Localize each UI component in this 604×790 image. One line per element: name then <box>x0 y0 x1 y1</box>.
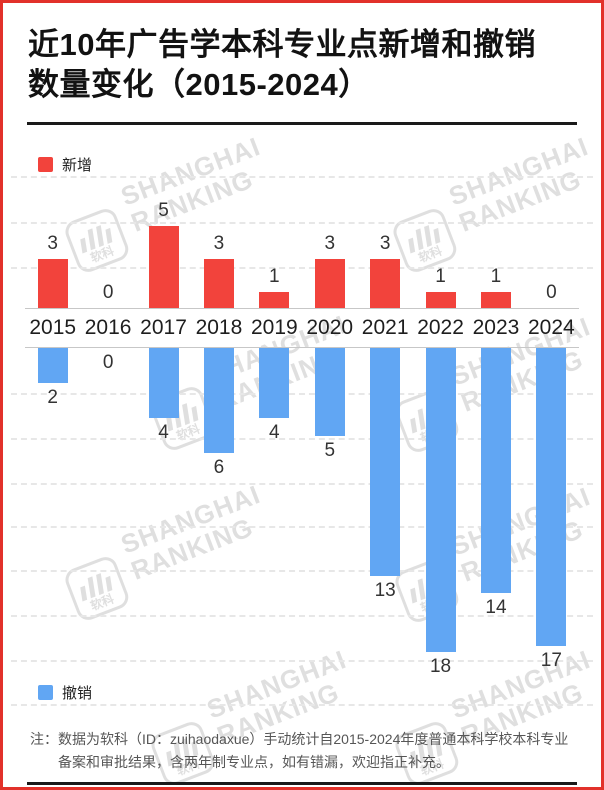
removed-value-label: 17 <box>540 649 562 671</box>
legend-added: 新增 <box>38 154 92 175</box>
removed-value-label: 6 <box>213 457 225 478</box>
diverging-bar-chart: 3 2015 2 0 2016 0 5 2017 4 3 2018 6 1 2019 4 3 2020 5 3 202… <box>25 181 580 678</box>
added-bar <box>370 258 401 308</box>
added-value-label: 3 <box>213 232 225 254</box>
year-label: 2024 <box>523 308 580 348</box>
removed-value-label: 2 <box>47 387 58 408</box>
chart-column-2018: 3 2018 6 <box>191 181 247 678</box>
added-value-label: 3 <box>379 232 391 254</box>
removed-bar <box>480 348 511 593</box>
legend-removed: 撤销 <box>38 682 92 703</box>
year-label: 2022 <box>412 308 469 348</box>
footnote: 注： 数据为软科（ID：zuihaodaxue）手动统计自2015-2024年度… <box>30 728 581 773</box>
legend-removed-label: 撤销 <box>62 685 93 702</box>
added-bar <box>259 291 290 308</box>
year-label: 2015 <box>25 308 81 348</box>
removed-value-label: 13 <box>374 579 396 601</box>
chart-column-2020: 3 2020 5 <box>302 181 358 678</box>
bottom-divider <box>27 782 577 785</box>
footnote-prefix: 注： <box>30 731 58 747</box>
title-line-2: 数量变化（2015-2024） <box>28 67 370 102</box>
legend-added-swatch <box>38 157 53 172</box>
removed-value-label: 4 <box>158 422 169 443</box>
chart-column-2022: 1 2022 18 <box>412 181 469 678</box>
removed-bar <box>536 348 567 646</box>
removed-bar <box>314 348 345 436</box>
added-value-label: 1 <box>435 265 446 287</box>
footnote-text: 数据为软科（ID：zuihaodaxue）手动统计自2015-2024年度普通本… <box>58 731 569 770</box>
chart-column-2024: 0 2024 17 <box>523 181 580 678</box>
removed-bar <box>148 348 179 418</box>
added-bar <box>203 258 234 308</box>
year-label: 2019 <box>246 308 303 348</box>
added-value-label: 1 <box>490 265 502 287</box>
chart-column-2019: 1 2019 4 <box>246 181 303 678</box>
added-value-label: 1 <box>269 265 280 287</box>
removed-bar <box>37 348 68 383</box>
removed-bar <box>370 348 401 576</box>
added-value-label: 5 <box>158 200 169 222</box>
title-divider <box>27 122 577 125</box>
chart-column-2017: 5 2017 4 <box>135 181 192 678</box>
added-value-label: 3 <box>324 232 336 254</box>
year-label: 2017 <box>135 308 192 348</box>
year-label: 2016 <box>80 308 136 348</box>
added-value-label: 0 <box>102 282 114 304</box>
added-bar <box>480 291 511 308</box>
added-bar <box>425 291 456 308</box>
year-label: 2020 <box>302 308 358 348</box>
year-label: 2021 <box>357 308 413 348</box>
legend-removed-swatch <box>38 685 53 700</box>
removed-value-label: 4 <box>269 422 280 443</box>
removed-bar <box>203 348 234 453</box>
chart-column-2021: 3 2021 13 <box>357 181 413 678</box>
legend-added-label: 新增 <box>62 157 93 174</box>
year-label: 2023 <box>468 308 524 348</box>
chart-column-2016: 0 2016 0 <box>80 181 136 678</box>
added-bar <box>37 258 68 308</box>
gridline <box>11 176 593 178</box>
chart-column-2015: 3 2015 2 <box>25 181 81 678</box>
removed-bar <box>425 348 456 653</box>
added-value-label: 0 <box>546 282 557 304</box>
added-bar <box>314 258 345 308</box>
chart-column-2023: 1 2023 14 <box>468 181 524 678</box>
removed-value-label: 5 <box>324 439 336 461</box>
removed-value-label: 18 <box>429 656 452 678</box>
added-bar <box>148 226 179 308</box>
page-title: 近10年广告学本科专业点新增和撤销 数量变化（2015-2024） <box>28 25 581 105</box>
gridline <box>11 704 593 706</box>
added-value-label: 3 <box>47 232 58 254</box>
removed-value-label: 0 <box>102 352 114 373</box>
removed-bar <box>259 348 290 418</box>
title-line-1: 近10年广告学本科专业点新增和撤销 <box>28 27 536 62</box>
removed-value-label: 14 <box>485 597 507 618</box>
year-label: 2018 <box>191 308 247 348</box>
